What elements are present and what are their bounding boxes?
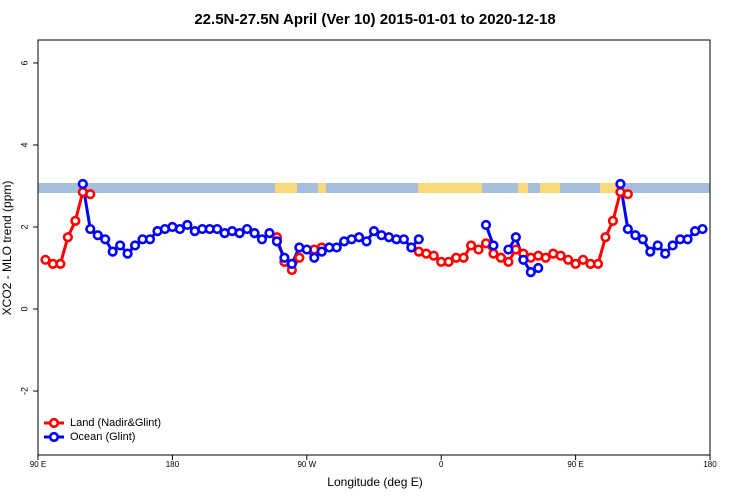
data-point [361,236,372,247]
y-tick-label: 2 [19,224,29,229]
data-point [622,189,633,200]
data-point [249,228,260,239]
data-point [368,225,380,237]
data-point [615,178,626,190]
data-point [518,254,529,265]
legend-marker [48,417,60,429]
data-point [637,234,648,245]
data-point [70,215,81,226]
data-point [563,254,574,265]
chart-title: 22.5N-27.5N April (Ver 10) 2015-01-01 to… [194,11,555,28]
data-point [443,256,454,267]
data-point [174,223,185,235]
data-point [555,250,566,261]
data-point [652,240,663,251]
data-point [294,252,305,263]
data-point [510,232,521,243]
data-point [92,230,103,241]
x-axis-title: Longitude (deg E) [327,475,422,489]
data-point [667,240,678,251]
data-point [129,240,141,251]
legend-label: Ocean (Glint) [70,431,135,443]
data-point [77,178,88,190]
plot-frame [37,39,711,456]
x-tick-label: 90 W [297,460,316,469]
x-tick-label: 0 [439,460,444,469]
data-point [353,232,365,243]
data-point [316,246,327,257]
data-point [122,248,133,259]
data-point [570,258,581,270]
x-tick-label: 180 [166,460,180,469]
data-point [488,240,499,251]
data-point [144,234,156,245]
data-point [85,189,96,200]
data-point [271,236,283,247]
y-tick-label: 6 [19,60,29,65]
data-point [533,262,544,274]
data-point [428,250,439,261]
data-point [495,252,507,263]
data-point [525,267,536,278]
data-point [480,219,492,231]
y-tick-label: 0 [19,307,29,312]
data-point [406,242,417,253]
data-point [660,248,671,259]
data-point [107,246,118,257]
data-point [115,240,126,251]
data-point [182,219,193,231]
data-point [630,230,641,241]
data-point [398,234,409,245]
data-point [607,215,619,226]
data-point [331,242,342,253]
legend-label: Land (Nadir&Glint) [70,417,161,429]
data-point [241,223,253,235]
data-point [309,252,320,263]
data-point [577,254,589,265]
data-point [100,234,111,245]
data-point [697,223,708,235]
land-ocean-strip [38,183,710,193]
data-point [413,234,424,245]
data-point [503,244,514,255]
data-point [212,223,223,235]
data-point [279,252,290,263]
y-tick-label: -2 [19,387,29,395]
data-point [40,254,51,265]
data-point [645,246,656,257]
legend-marker [48,431,60,443]
data-point [540,252,551,263]
data-point [256,234,268,245]
data-point [264,228,275,239]
data-point [682,234,693,245]
x-tick-label: 180 [703,460,717,469]
data-point [503,256,514,267]
data-point [55,258,66,270]
data-point [62,232,73,243]
data-point [592,258,604,270]
data-point [465,240,477,251]
data-point [458,252,469,263]
data-point [301,244,312,255]
data-point [473,244,484,255]
data-point [85,223,96,235]
x-tick-label: 90 E [30,460,46,469]
data-point [286,258,297,270]
y-axis-title: XCO2 - MLO trend (ppm) [0,181,14,316]
data-point [622,223,633,235]
x-tick-label: 90 E [567,460,583,469]
data-point [234,228,245,239]
y-tick-label: 4 [19,142,29,147]
data-point [600,232,611,243]
